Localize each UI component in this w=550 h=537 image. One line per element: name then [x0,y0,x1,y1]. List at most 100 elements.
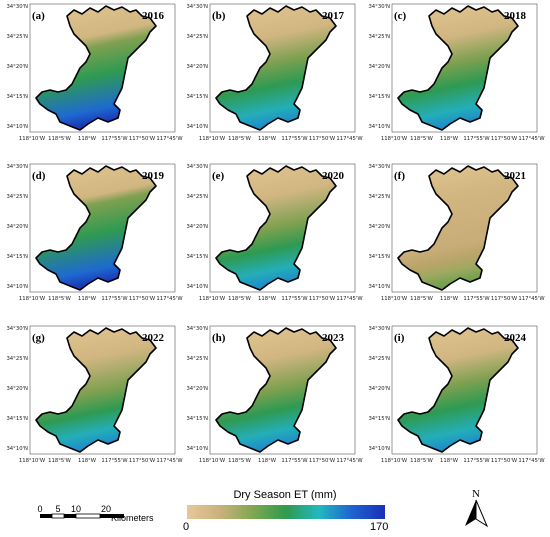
lon-tick-label: 118°W [440,458,459,464]
panel-label: (h) [212,332,226,344]
lat-tick-label: 34°30'N [186,164,208,170]
north-arrow-left-icon [465,500,476,526]
scale-tick-5: 5 [55,505,60,514]
scale-tick-0: 0 [37,505,42,514]
lon-tick-label: 118°5'W [48,458,72,464]
panel-year: 2024 [504,332,526,344]
lon-tick-label: 117°45'W [156,296,183,302]
lat-tick-label: 34°30'N [186,326,208,332]
lon-tick-label: 117°45'W [518,136,545,142]
lat-tick-label: 34°20'N [6,386,28,392]
legend-colorbar [187,505,385,519]
lon-tick-label: 117°55'W [101,136,128,142]
lat-tick-label: 34°15'N [186,94,208,100]
map-panel-2022: 34°30'N 34°25'N 34°20'N 34°15'N 34°10'N 118°1… [0,322,183,482]
lon-tick-label: 118°W [258,296,277,302]
lat-tick-label: 34°10'N [186,284,208,290]
lon-tick-label: 117°55'W [281,136,308,142]
lat-tick-label: 34°25'N [368,356,390,362]
scale-bar: 0 5 10 20 Kilometers [37,505,154,523]
panel-label: (b) [212,10,226,22]
lat-tick-label: 34°15'N [368,416,390,422]
lon-tick-label: 117°50'W [491,136,518,142]
basin-et-raster [215,327,337,453]
panel-year: 2016 [142,10,164,22]
lat-tick-label: 34°25'N [368,34,390,40]
map-panel-2024: 34°30'N 34°25'N 34°20'N 34°15'N 34°10'N 118°1… [362,322,545,482]
lon-tick-label: 117°50'W [129,136,156,142]
lon-tick-label: 118°W [78,296,97,302]
panel-year: 2022 [142,332,164,344]
lon-tick-label: 118°10'W [19,458,46,464]
legend-title: Dry Season ET (mm) [233,489,337,501]
lat-tick-label: 34°20'N [368,224,390,230]
panel-year: 2017 [322,10,344,22]
lat-tick-label: 34°20'N [186,386,208,392]
basin-et-raster [35,5,157,131]
lat-tick-label: 34°10'N [6,124,28,130]
lon-tick-label: 118°W [440,296,459,302]
lon-tick-label: 117°45'W [336,296,363,302]
lon-tick-label: 117°45'W [336,458,363,464]
lon-tick-label: 117°55'W [281,458,308,464]
scale-tick-10: 10 [71,505,81,514]
lon-tick-label: 117°45'W [156,458,183,464]
panel-year: 2023 [322,332,344,344]
lon-tick-label: 118°5'W [228,296,252,302]
panel-year: 2021 [504,170,526,182]
lat-tick-label: 34°30'N [6,164,28,170]
lon-tick-label: 117°50'W [309,296,336,302]
lat-tick-label: 34°25'N [186,356,208,362]
lat-tick-label: 34°20'N [368,386,390,392]
lat-tick-label: 34°15'N [186,254,208,260]
lat-tick-label: 34°10'N [6,284,28,290]
lat-tick-label: 34°30'N [186,4,208,10]
panel-label: (e) [212,170,225,182]
panel-label: (g) [32,332,45,344]
lon-tick-label: 118°5'W [228,458,252,464]
north-label: N [472,488,480,500]
lon-tick-label: 118°W [440,136,459,142]
lon-tick-label: 117°45'W [336,136,363,142]
lon-tick-label: 117°50'W [129,296,156,302]
lon-tick-label: 117°45'W [156,136,183,142]
panel-label: (f) [394,170,405,182]
lat-tick-label: 34°30'N [368,326,390,332]
lat-tick-label: 34°20'N [6,224,28,230]
lat-tick-label: 34°25'N [186,194,208,200]
panel-label: (c) [394,10,407,22]
legend-max-label: 170 [370,521,389,533]
lon-tick-label: 117°55'W [281,296,308,302]
scale-tick-20: 20 [101,505,111,514]
map-panel-2016: 34°30'N 34°25'N 34°20'N 34°15'N 34°10'N 118°1… [0,0,183,160]
lon-tick-label: 118°W [78,458,97,464]
basin-et-raster [215,165,337,291]
lon-tick-label: 117°55'W [463,296,490,302]
lon-tick-label: 118°W [258,136,277,142]
panel-year: 2019 [142,170,164,182]
lat-tick-label: 34°20'N [186,64,208,70]
lon-tick-label: 118°5'W [410,458,434,464]
lon-tick-label: 117°55'W [463,458,490,464]
lat-tick-label: 34°15'N [186,416,208,422]
lat-tick-label: 34°15'N [6,94,28,100]
basin-et-raster [35,327,157,453]
lon-tick-label: 117°50'W [491,458,518,464]
lon-tick-label: 118°10'W [199,458,226,464]
lon-tick-label: 117°45'W [518,458,545,464]
north-arrow-right-icon [475,499,489,528]
lat-tick-label: 34°25'N [186,34,208,40]
lat-tick-label: 34°25'N [368,194,390,200]
lat-tick-label: 34°10'N [186,124,208,130]
lat-tick-label: 34°30'N [6,4,28,10]
lat-tick-label: 34°25'N [6,34,28,40]
lon-tick-label: 117°50'W [491,296,518,302]
lat-tick-label: 34°20'N [6,64,28,70]
lat-tick-label: 34°10'N [6,446,28,452]
lon-tick-label: 117°55'W [101,296,128,302]
panel-label: (a) [32,10,45,22]
lat-tick-label: 34°30'N [6,326,28,332]
lon-tick-label: 117°45'W [518,296,545,302]
north-arrow: N [465,488,489,528]
lon-tick-label: 118°W [78,136,97,142]
